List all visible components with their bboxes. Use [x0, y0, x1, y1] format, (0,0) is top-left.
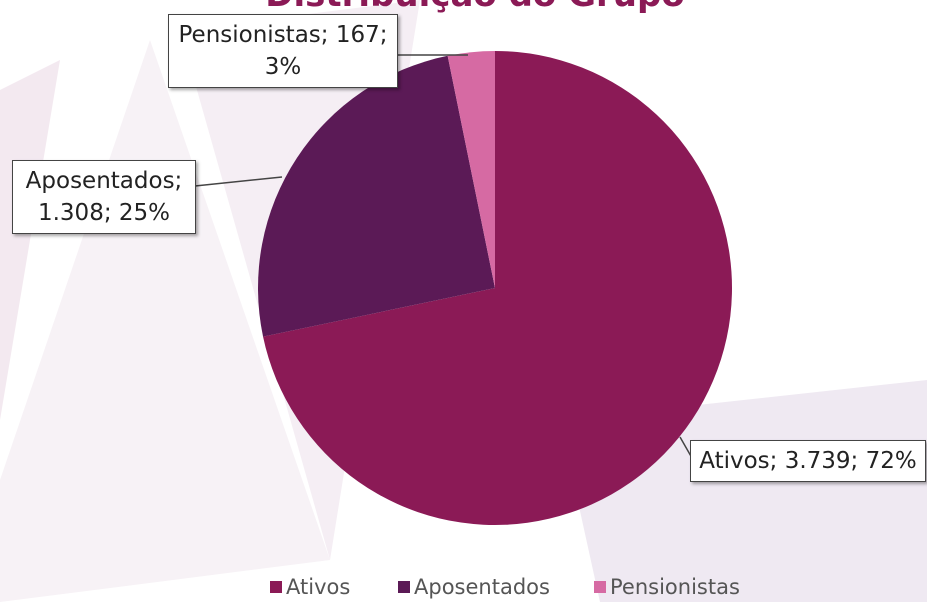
legend-swatch	[398, 581, 410, 593]
background-shape	[0, 60, 60, 420]
legend-swatch	[594, 581, 606, 593]
leader-line	[194, 176, 283, 187]
background-shape	[0, 40, 330, 602]
chart-title: Distribuição do Grupo	[265, 0, 684, 15]
data-label: Ativos; 3.739; 72%	[690, 440, 926, 482]
data-label: Pensionistas; 167; 3%	[168, 14, 398, 88]
pie-slice	[263, 51, 732, 525]
data-label: Aposentados; 1.308; 25%	[12, 160, 196, 234]
legend-swatch	[270, 581, 282, 593]
legend-label: Aposentados	[414, 575, 550, 599]
legend-label: Ativos	[286, 575, 350, 599]
pie-slice	[447, 51, 495, 288]
legend-label: Pensionistas	[610, 575, 740, 599]
pie-slice	[258, 55, 495, 337]
